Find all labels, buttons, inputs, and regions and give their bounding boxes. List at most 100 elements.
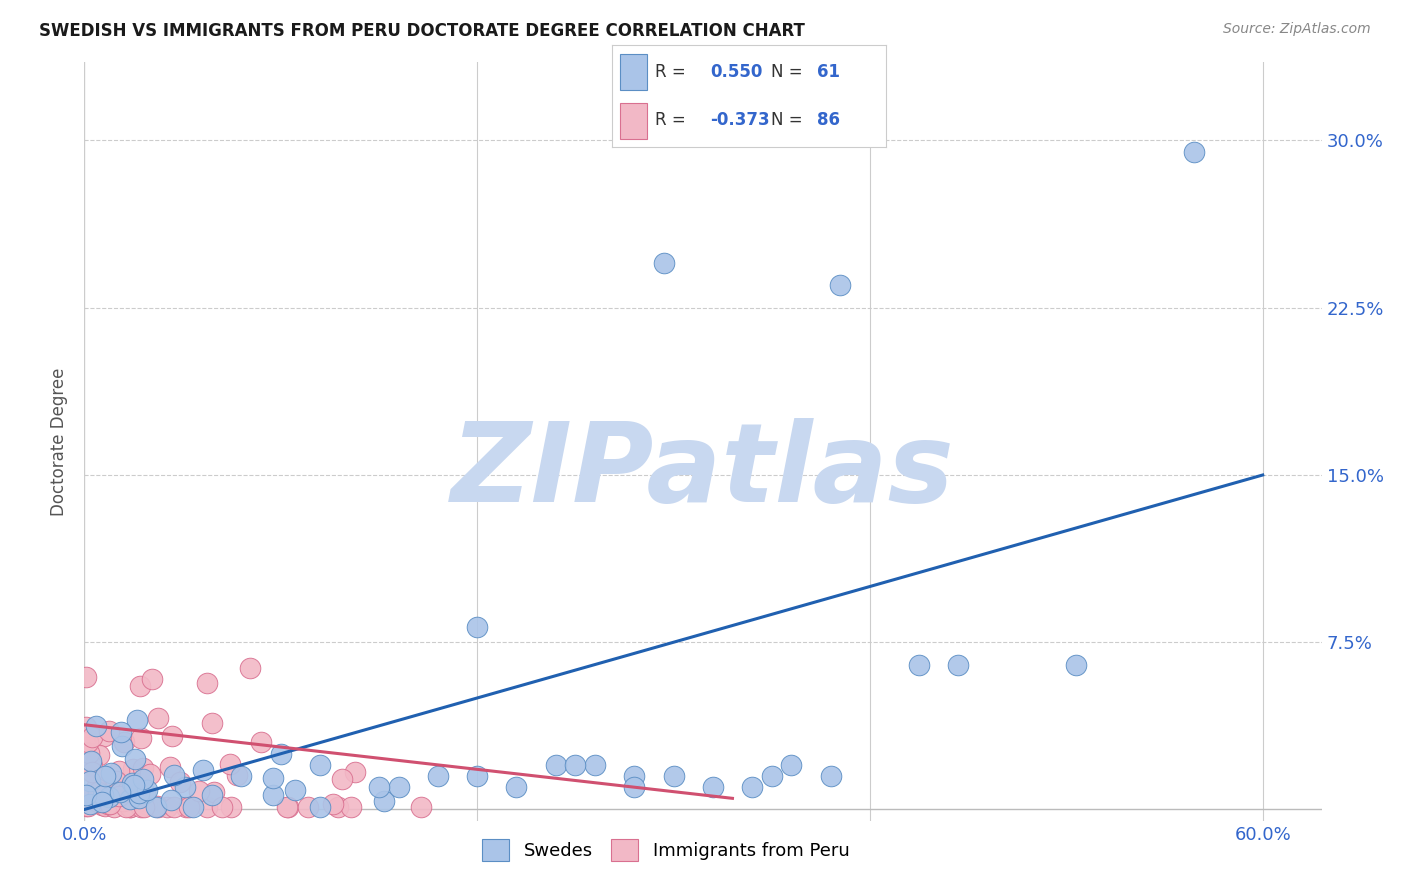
Point — [138, 766, 160, 780]
Point — [125, 795, 148, 809]
Point — [146, 798, 169, 813]
Point — [284, 782, 307, 797]
Point — [117, 782, 139, 797]
Point — [89, 794, 111, 808]
Point — [129, 800, 152, 814]
Point — [91, 788, 114, 802]
Point — [75, 670, 97, 684]
Point — [183, 800, 205, 814]
Text: ZIPatlas: ZIPatlas — [451, 418, 955, 525]
Point — [114, 800, 136, 814]
Point — [82, 765, 104, 780]
Point — [103, 800, 125, 814]
Text: 0.550: 0.550 — [710, 62, 762, 81]
Point — [174, 780, 197, 794]
Point — [131, 772, 153, 786]
Point — [86, 776, 108, 790]
Point — [94, 798, 117, 813]
Point — [662, 769, 685, 783]
Text: 61: 61 — [817, 62, 841, 81]
Point — [1182, 145, 1205, 159]
Point — [87, 790, 110, 805]
Point — [387, 780, 409, 795]
Text: Source: ZipAtlas.com: Source: ZipAtlas.com — [1223, 22, 1371, 37]
Point — [163, 768, 186, 782]
Point — [132, 761, 155, 775]
Point — [146, 711, 169, 725]
Point — [107, 789, 129, 803]
Point — [262, 788, 284, 802]
Point — [262, 771, 284, 785]
Point — [160, 792, 183, 806]
Text: N =: N = — [770, 62, 807, 81]
Bar — [620, 54, 647, 90]
Point — [124, 752, 146, 766]
Point — [108, 764, 131, 778]
Y-axis label: Doctorate Degree: Doctorate Degree — [51, 368, 69, 516]
Point — [174, 800, 197, 814]
Point — [105, 773, 128, 788]
Point — [118, 800, 141, 814]
Point — [134, 797, 156, 812]
Point — [122, 763, 145, 777]
Point — [86, 780, 108, 795]
Point — [118, 792, 141, 806]
Point — [122, 779, 145, 793]
Point — [465, 769, 488, 783]
Point — [97, 724, 120, 739]
Point — [156, 800, 179, 814]
Point — [98, 797, 121, 812]
Point — [110, 724, 132, 739]
Point — [128, 786, 150, 800]
Point — [373, 794, 395, 808]
Point — [309, 758, 332, 772]
Point — [77, 735, 100, 749]
Text: R =: R = — [655, 111, 692, 129]
Point — [79, 754, 101, 768]
Point — [129, 776, 152, 790]
Point — [79, 746, 101, 760]
Point — [340, 800, 363, 814]
Point — [948, 657, 970, 672]
Point — [702, 780, 724, 795]
Point — [187, 784, 209, 798]
Point — [195, 676, 218, 690]
Point — [197, 800, 219, 814]
Point — [134, 786, 156, 800]
Point — [86, 785, 108, 799]
Point — [761, 769, 783, 783]
Point — [830, 278, 852, 293]
Point — [75, 745, 97, 759]
Point — [169, 775, 191, 789]
Point — [121, 775, 143, 789]
Point — [583, 758, 606, 772]
Point — [97, 797, 120, 811]
Point — [91, 788, 114, 802]
Point — [465, 619, 488, 633]
Point — [1064, 657, 1087, 672]
Point — [226, 768, 249, 782]
Point — [100, 766, 122, 780]
Point — [250, 735, 273, 749]
Point — [120, 800, 142, 814]
Point — [87, 748, 110, 763]
Point — [330, 772, 353, 786]
Point — [163, 800, 186, 814]
Point — [75, 788, 97, 802]
Point — [94, 769, 117, 783]
Point — [129, 680, 152, 694]
Point — [193, 764, 215, 778]
Point — [96, 771, 118, 785]
Point — [76, 789, 98, 804]
Point — [309, 800, 332, 814]
Point — [76, 728, 98, 742]
Point — [276, 800, 298, 814]
Point — [820, 769, 842, 783]
Point — [159, 760, 181, 774]
Point — [277, 800, 299, 814]
Point — [623, 769, 645, 783]
Point — [623, 780, 645, 795]
Point — [112, 794, 135, 808]
Point — [75, 799, 97, 814]
Point — [322, 797, 344, 812]
